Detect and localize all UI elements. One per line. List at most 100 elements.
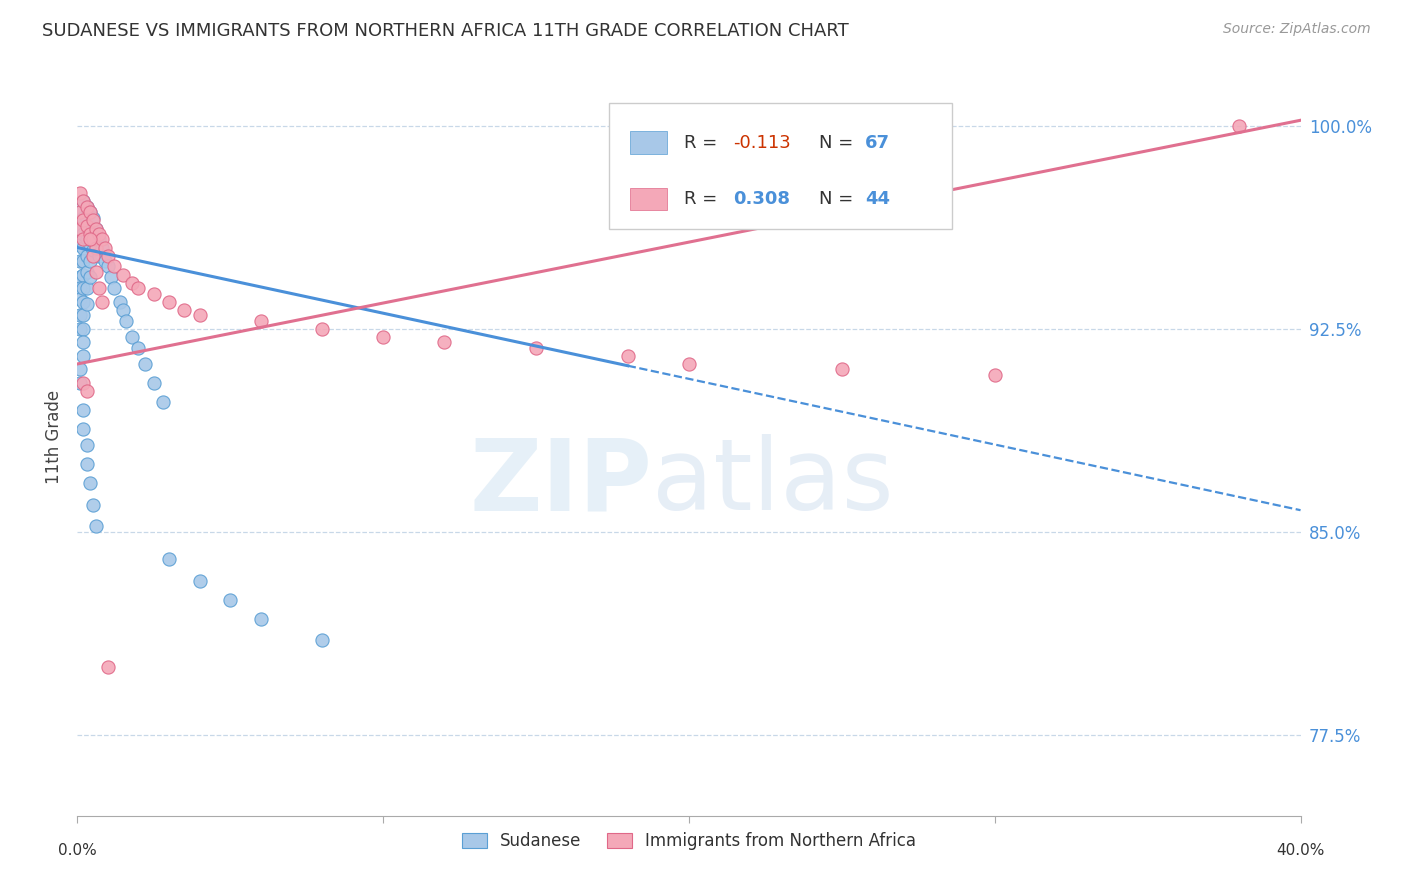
Point (69, 221, 91, 235)
Point (84, 241, 107, 255)
Point (87, 227, 110, 241)
Point (72, 376, 94, 390)
Point (157, 552, 180, 566)
Point (79, 476, 101, 491)
Point (121, 330, 143, 344)
Point (79, 205, 101, 219)
Point (152, 395, 174, 409)
Point (82, 244, 104, 258)
Point (72, 335, 94, 350)
Point (69, 254, 91, 268)
Point (69, 362, 91, 376)
Point (72, 211, 94, 225)
Point (72, 294, 94, 309)
Text: 44: 44 (865, 190, 890, 208)
Point (72, 194, 94, 209)
Point (76, 249, 98, 263)
Point (72, 349, 94, 363)
Point (69, 281, 91, 295)
Point (127, 281, 149, 295)
Point (173, 302, 195, 317)
Point (69, 270, 91, 285)
Point (82, 249, 104, 263)
Point (82, 498, 104, 512)
Point (76, 200, 98, 214)
Point (72, 232, 94, 246)
Point (79, 205, 101, 219)
Point (79, 254, 101, 268)
Text: SUDANESE VS IMMIGRANTS FROM NORTHERN AFRICA 11TH GRADE CORRELATION CHART: SUDANESE VS IMMIGRANTS FROM NORTHERN AFR… (42, 22, 849, 40)
Text: R =: R = (685, 190, 723, 208)
Point (72, 422, 94, 436)
Point (90, 241, 112, 255)
Text: N =: N = (818, 190, 859, 208)
Text: 0.0%: 0.0% (58, 843, 97, 858)
Point (433, 335, 456, 350)
Point (142, 376, 165, 390)
Point (103, 260, 125, 274)
Point (1229, 119, 1251, 133)
Point (188, 308, 211, 322)
Text: Source: ZipAtlas.com: Source: ZipAtlas.com (1223, 22, 1371, 37)
Point (157, 294, 180, 309)
Point (79, 237, 101, 252)
Point (97, 260, 120, 274)
Point (79, 270, 101, 285)
Text: ZIP: ZIP (470, 434, 652, 531)
Point (76, 438, 98, 452)
Point (72, 241, 94, 255)
Point (94, 241, 117, 255)
Point (90, 232, 112, 246)
Text: 67: 67 (865, 134, 890, 152)
Point (97, 660, 120, 674)
Point (188, 574, 211, 588)
Point (82, 213, 104, 227)
Point (76, 457, 98, 471)
Point (72, 281, 94, 295)
Text: N =: N = (818, 134, 859, 152)
Text: -0.113: -0.113 (733, 134, 790, 152)
Point (69, 221, 91, 235)
Point (90, 294, 112, 309)
Point (678, 357, 700, 371)
Point (76, 232, 98, 246)
Text: 40.0%: 40.0% (1277, 843, 1324, 858)
Point (69, 308, 91, 322)
Point (250, 313, 273, 327)
Point (79, 232, 101, 246)
Point (112, 268, 135, 282)
Point (84, 237, 107, 252)
Legend: Sudanese, Immigrants from Northern Africa: Sudanese, Immigrants from Northern Afric… (456, 826, 922, 857)
Point (76, 281, 98, 295)
Point (371, 330, 394, 344)
Point (82, 227, 104, 241)
Point (72, 213, 94, 227)
Point (76, 213, 98, 227)
Point (134, 357, 156, 371)
Point (76, 265, 98, 279)
Point (79, 221, 101, 235)
Point (69, 237, 91, 252)
Y-axis label: 11th Grade: 11th Grade (45, 390, 63, 484)
Point (219, 592, 242, 607)
Point (84, 221, 107, 235)
Point (984, 368, 1007, 382)
Text: atlas: atlas (652, 434, 894, 531)
Point (76, 297, 98, 311)
Bar (630, 131, 666, 154)
Point (82, 232, 104, 246)
Point (617, 349, 640, 363)
Point (72, 322, 94, 336)
Point (142, 286, 165, 301)
Text: R =: R = (685, 134, 723, 152)
Point (76, 219, 98, 233)
Point (69, 292, 91, 306)
Point (115, 313, 138, 327)
Point (72, 403, 94, 417)
Point (87, 281, 110, 295)
Bar (630, 187, 666, 211)
Point (87, 232, 110, 246)
FancyBboxPatch shape (609, 103, 952, 228)
Point (79, 227, 101, 241)
Point (103, 281, 125, 295)
